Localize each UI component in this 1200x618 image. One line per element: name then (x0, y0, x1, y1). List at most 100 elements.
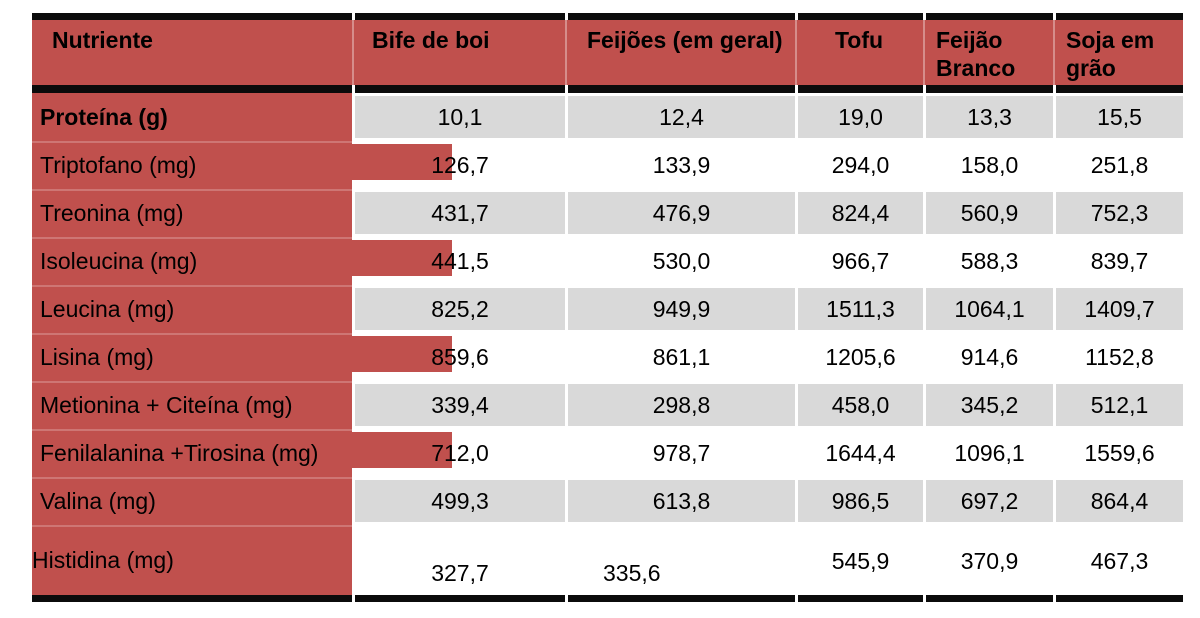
value-cell: 251,8 (1053, 141, 1183, 189)
table-row: Treonina (mg) 431,7 476,9 824,4 560,9 752,3 (32, 189, 1183, 237)
header-cell-feijoes: Feijões (em geral) (565, 20, 795, 85)
value-cell: 1409,7 (1053, 285, 1183, 333)
value-cell: 1644,4 (795, 429, 923, 477)
cell-value: 949,9 (652, 295, 711, 322)
nutrient-table: Nutriente Bife de boi Feijões (em geral)… (32, 13, 1183, 602)
value-cell: 370,9 (923, 525, 1053, 595)
table-bottom-border (32, 595, 1183, 602)
cell-value: 1152,8 (1085, 343, 1154, 370)
table-row: Proteína (g) 10,1 12,4 19,0 13,3 15,5 (32, 93, 1183, 141)
table-row: Isoleucina (mg) 441,5 530,0 966,7 588,3 839,7 (32, 237, 1183, 285)
value-cell: 1096,1 (923, 429, 1053, 477)
cell-value: 914,6 (960, 343, 1019, 370)
border-segment (926, 13, 1053, 20)
table-row: Lisina (mg) 859,6 861,1 1205,6 914,6 1152,8 (32, 333, 1183, 381)
header-cell-nutriente: Nutriente (52, 27, 153, 53)
cell-value: 370,9 (960, 548, 1019, 574)
cell-value: 339,4 (431, 391, 489, 418)
value-cell: 19,0 (795, 93, 923, 141)
cell-value: 613,8 (652, 487, 711, 514)
value-cell: 752,3 (1053, 189, 1183, 237)
cell-value: 864,4 (1090, 487, 1149, 514)
cell-value: 1096,1 (954, 439, 1025, 466)
value-cell: 158,0 (923, 141, 1053, 189)
border-segment (32, 595, 352, 602)
border-segment (568, 595, 795, 602)
value-cell: 499,3 (352, 477, 565, 525)
cell-value: 752,3 (1090, 199, 1149, 226)
cell-value: 467,3 (1090, 548, 1149, 574)
cell-value: 697,2 (960, 487, 1019, 514)
table-row: Fenilalanina +Tirosina (mg) 712,0 978,7 164… (32, 429, 1183, 477)
row-label: Treonina (mg) (32, 189, 352, 237)
red-label-extension (352, 432, 452, 468)
value-cell: 476,9 (565, 189, 795, 237)
cell-value: 458,0 (831, 391, 890, 418)
red-label-extension (352, 336, 452, 372)
border-segment (798, 13, 923, 20)
cell-value: 966,7 (831, 247, 890, 274)
value-cell: 13,3 (923, 93, 1053, 141)
value-cell: 861,1 (565, 333, 795, 381)
table-body: Proteína (g) 10,1 12,4 19,0 13,3 15,5 Triptofa… (32, 93, 1183, 595)
cell-value: 712,0 (431, 439, 489, 466)
value-cell: 12,4 (565, 93, 795, 141)
table-row: Valina (mg) 499,3 613,8 986,5 697,2 864,4 (32, 477, 1183, 525)
header-cell-feijao-branco: Feijão Branco (923, 20, 1053, 85)
border-segment (1056, 13, 1183, 20)
value-cell: 530,0 (565, 237, 795, 285)
border-segment (798, 85, 923, 93)
table-row: Histidina (mg) 327,7 335,6 545,9 370,9 467,3 (32, 525, 1183, 595)
cell-value: 298,8 (652, 391, 711, 418)
value-cell: 1152,8 (1053, 333, 1183, 381)
cell-value: 476,9 (652, 199, 711, 226)
value-cell: 512,1 (1053, 381, 1183, 429)
row-label: Valina (mg) (32, 477, 352, 525)
row-label: Isoleucina (mg) (32, 237, 352, 285)
border-segment (355, 85, 565, 93)
value-cell: 986,5 (795, 477, 923, 525)
value-cell: 1559,6 (1053, 429, 1183, 477)
cell-value: 19,0 (838, 103, 883, 130)
value-cell: 298,8 (565, 381, 795, 429)
cell-value: 15,5 (1097, 103, 1142, 130)
value-cell: 10,1 (352, 93, 565, 141)
cell-value: 1205,6 (825, 343, 896, 370)
red-label-extension (352, 240, 452, 276)
row-label: Leucina (mg) (32, 285, 352, 333)
border-segment (568, 13, 795, 20)
value-cell: 431,7 (352, 189, 565, 237)
cell-value: 986,5 (831, 487, 890, 514)
cell-value: 839,7 (1090, 247, 1149, 274)
cell-value: 861,1 (652, 343, 711, 370)
cell-value: 294,0 (831, 151, 890, 178)
header-cell-tofu: Tofu (795, 20, 923, 85)
border-segment (1056, 85, 1183, 93)
value-cell: 978,7 (565, 429, 795, 477)
border-segment (926, 595, 1053, 602)
row-label: Proteína (g) (32, 93, 352, 141)
row-label: Lisina (mg) (32, 333, 352, 381)
value-cell: 345,2 (923, 381, 1053, 429)
border-segment (568, 85, 795, 93)
cell-value: 1644,4 (825, 439, 896, 466)
cell-value: 345,2 (960, 391, 1019, 418)
cell-value: 588,3 (960, 247, 1019, 274)
border-segment (1056, 595, 1183, 602)
value-cell: 327,7 (352, 525, 565, 595)
row-label: Metionina + Citeína (mg) (32, 381, 352, 429)
cell-value: 512,1 (1090, 391, 1149, 418)
row-label: Fenilalanina +Tirosina (mg) (32, 429, 352, 477)
cell-value: 978,7 (652, 439, 711, 466)
cell-value: 825,2 (431, 295, 489, 322)
border-segment (355, 595, 565, 602)
value-cell: 335,6 (565, 525, 795, 595)
border-segment (798, 595, 923, 602)
value-cell: 1511,3 (795, 285, 923, 333)
cell-value: 10,1 (437, 103, 483, 130)
cell-value: 327,7 (431, 560, 489, 586)
cell-value: 441,5 (431, 247, 489, 274)
cell-value: 431,7 (431, 199, 489, 226)
cell-value: 126,7 (431, 151, 489, 178)
